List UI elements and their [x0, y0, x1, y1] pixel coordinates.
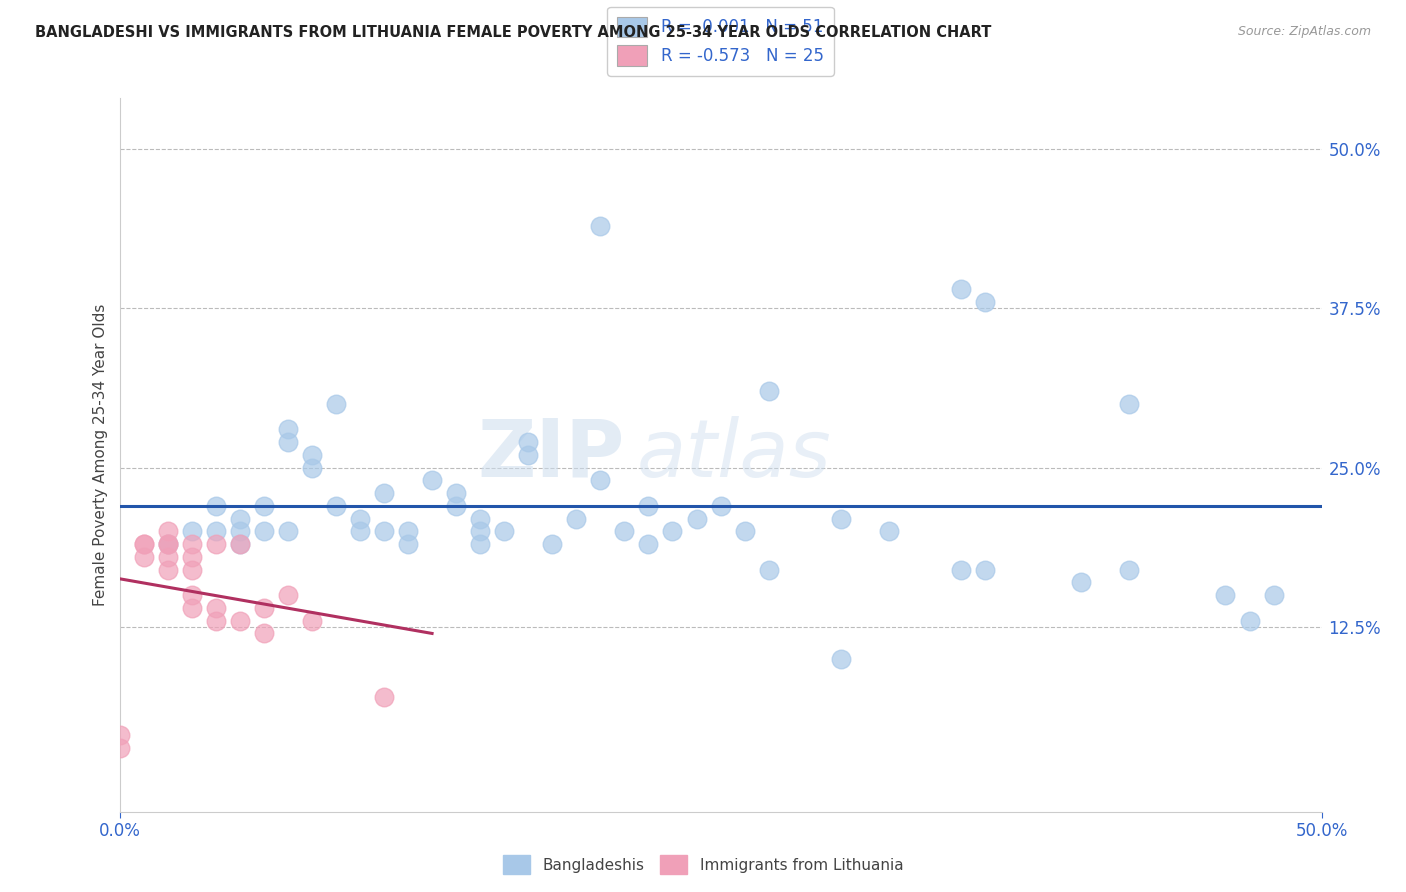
Point	[132, 549, 155, 564]
Point	[974, 295, 997, 310]
Point	[180, 524, 202, 539]
Point	[253, 524, 276, 539]
Text: atlas: atlas	[637, 416, 831, 494]
Point	[589, 474, 612, 488]
Point	[444, 486, 467, 500]
Point	[156, 537, 179, 551]
Legend: R =  0.001   N = 51, R = -0.573   N = 25: R = 0.001 N = 51, R = -0.573 N = 25	[607, 6, 834, 76]
Point	[468, 524, 492, 539]
Point	[108, 741, 131, 756]
Point	[228, 614, 252, 628]
Point	[1239, 614, 1261, 628]
Point	[468, 537, 492, 551]
Point	[253, 626, 276, 640]
Point	[420, 474, 443, 488]
Point	[277, 435, 299, 450]
Point	[1215, 588, 1237, 602]
Point	[541, 537, 564, 551]
Point	[277, 524, 299, 539]
Point	[228, 524, 252, 539]
Point	[301, 448, 323, 462]
Point	[373, 524, 395, 539]
Point	[204, 537, 226, 551]
Point	[228, 511, 252, 525]
Point	[301, 614, 323, 628]
Y-axis label: Female Poverty Among 25-34 Year Olds: Female Poverty Among 25-34 Year Olds	[93, 304, 108, 606]
Point	[589, 219, 612, 233]
Point	[349, 511, 371, 525]
Point	[685, 511, 707, 525]
Point	[517, 448, 540, 462]
Point	[277, 588, 299, 602]
Point	[132, 537, 155, 551]
Point	[734, 524, 756, 539]
Point	[494, 524, 516, 539]
Point	[204, 499, 226, 513]
Point	[974, 563, 997, 577]
Point	[301, 460, 323, 475]
Legend: Bangladeshis, Immigrants from Lithuania: Bangladeshis, Immigrants from Lithuania	[496, 849, 910, 880]
Point	[830, 511, 852, 525]
Point	[132, 537, 155, 551]
Point	[253, 499, 276, 513]
Point	[228, 537, 252, 551]
Point	[396, 537, 419, 551]
Text: ZIP: ZIP	[477, 416, 624, 494]
Point	[204, 600, 226, 615]
Point	[758, 563, 780, 577]
Point	[565, 511, 588, 525]
Point	[373, 486, 395, 500]
Point	[1070, 575, 1092, 590]
Point	[1118, 397, 1140, 411]
Point	[349, 524, 371, 539]
Point	[156, 537, 179, 551]
Point	[661, 524, 683, 539]
Point	[1263, 588, 1285, 602]
Point	[180, 537, 202, 551]
Point	[396, 524, 419, 539]
Point	[156, 537, 179, 551]
Point	[108, 728, 131, 742]
Point	[180, 549, 202, 564]
Point	[637, 537, 659, 551]
Point	[517, 435, 540, 450]
Point	[830, 652, 852, 666]
Text: Source: ZipAtlas.com: Source: ZipAtlas.com	[1237, 25, 1371, 38]
Point	[156, 524, 179, 539]
Point	[949, 282, 972, 296]
Point	[468, 511, 492, 525]
Point	[758, 384, 780, 399]
Point	[709, 499, 731, 513]
Point	[180, 563, 202, 577]
Point	[373, 690, 395, 704]
Point	[253, 600, 276, 615]
Point	[204, 524, 226, 539]
Point	[228, 537, 252, 551]
Point	[180, 600, 202, 615]
Point	[277, 422, 299, 436]
Point	[156, 563, 179, 577]
Point	[1118, 563, 1140, 577]
Point	[325, 397, 347, 411]
Point	[877, 524, 900, 539]
Point	[949, 563, 972, 577]
Point	[613, 524, 636, 539]
Text: BANGLADESHI VS IMMIGRANTS FROM LITHUANIA FEMALE POVERTY AMONG 25-34 YEAR OLDS CO: BANGLADESHI VS IMMIGRANTS FROM LITHUANIA…	[35, 25, 991, 40]
Point	[156, 549, 179, 564]
Point	[325, 499, 347, 513]
Point	[637, 499, 659, 513]
Point	[180, 588, 202, 602]
Point	[204, 614, 226, 628]
Point	[444, 499, 467, 513]
